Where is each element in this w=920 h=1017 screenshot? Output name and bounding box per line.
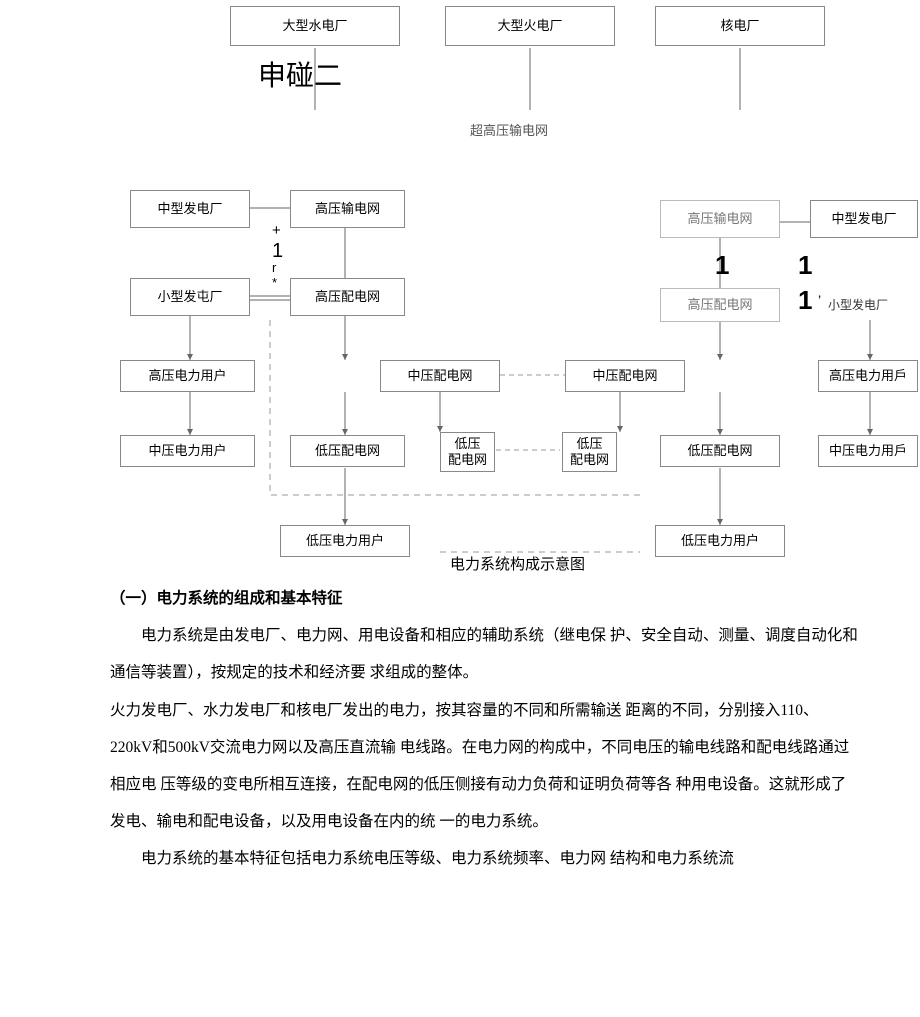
- paragraph-1: 电力系统是由发电厂、电力网、用电设备和相应的辅助系统（继电保 护、安全自动、测量…: [110, 617, 860, 691]
- label: 中压配电网: [407, 368, 472, 384]
- label: 核电厂: [720, 18, 759, 34]
- one-glyph-c: 1: [798, 250, 812, 281]
- box-lv-user-left: 低压电力用户: [280, 525, 410, 557]
- label: 低压 配电网: [448, 436, 487, 467]
- box-mv-user-left: 中压电力用户: [120, 435, 255, 467]
- power-system-diagram: 大型水电厂 大型火电厂 核电厂 申碰二 超高压输电网 中型发电厂 高压输电网 高…: [0, 0, 920, 570]
- label: 低压电力用户: [681, 533, 759, 549]
- one-glyph-b: 1: [715, 250, 729, 281]
- box-lv-dist-3: 低压 配电网: [562, 432, 617, 472]
- label: 低压配电网: [315, 443, 380, 459]
- star-glyph: *: [272, 275, 277, 290]
- section-heading: （一）电力系统的组成和基本特征: [110, 580, 860, 617]
- label: 中压配电网: [592, 368, 657, 384]
- ehv-label: 超高压输电网: [470, 120, 548, 139]
- box-mid-gen-right: 中型发电厂: [810, 200, 918, 238]
- label: 中型发电厂: [831, 211, 896, 227]
- label: 高压输电网: [687, 211, 752, 227]
- body-text: （一）电力系统的组成和基本特征 电力系统是由发电厂、电力网、用电设备和相应的辅助…: [0, 570, 920, 898]
- box-small-gen-left: 小型发屯厂: [130, 278, 250, 316]
- label: 低压配电网: [687, 443, 752, 459]
- box-nuclear: 核电厂: [655, 6, 825, 46]
- label: 高压输电网: [315, 201, 380, 217]
- box-hv-user-left: 高压电力用户: [120, 360, 255, 392]
- box-hv-user-right: 高压电力用戶: [818, 360, 918, 392]
- paragraph-2: 火力发电厂、水力发电厂和核电厂发出的电力，按其容量的不同和所需输送 距离的不同，…: [110, 692, 860, 841]
- label: 低压 配电网: [570, 436, 609, 467]
- label: 中压电力用户: [148, 443, 226, 459]
- box-lv-dist-4: 低压配电网: [660, 435, 780, 467]
- plus-glyph: +: [272, 222, 281, 239]
- label: 高压配电网: [315, 289, 380, 305]
- box-lv-user-right: 低压电力用户: [655, 525, 785, 557]
- label: 中压电力用戶: [829, 443, 907, 459]
- box-small-gen-right: 小型发电厂: [828, 296, 888, 313]
- label: 高压电力用户: [148, 368, 226, 384]
- box-mv-user-right: 中压电力用戶: [818, 435, 918, 467]
- box-mid-gen-left: 中型发电厂: [130, 190, 250, 228]
- big-label: 申碰二: [258, 54, 342, 94]
- box-lv-dist-1: 低压配电网: [290, 435, 405, 467]
- label: 高压配电网: [687, 297, 752, 313]
- label: 大型火电厂: [497, 18, 562, 34]
- box-mv-dist-1: 中压配电网: [380, 360, 500, 392]
- label: 中型发电厂: [157, 201, 222, 217]
- label: 小型发屯厂: [157, 289, 222, 305]
- box-hv-trans-left: 高压输电网: [290, 190, 405, 228]
- diagram-caption: 电力系统构成示意图: [450, 553, 585, 574]
- label: 低压电力用户: [306, 533, 384, 549]
- box-hv-dist-left: 高压配电网: [290, 278, 405, 316]
- box-large-thermal: 大型火电厂: [445, 6, 615, 46]
- one-glyph-d: 1: [798, 285, 812, 316]
- apos-glyph: ’: [818, 292, 821, 308]
- box-lv-dist-2: 低压 配电网: [440, 432, 495, 472]
- r-glyph: r: [272, 260, 276, 275]
- box-hv-dist-right: 高压配电网: [660, 288, 780, 322]
- label: 高压电力用戶: [829, 368, 907, 384]
- label: 大型水电厂: [282, 18, 347, 34]
- box-mv-dist-2: 中压配电网: [565, 360, 685, 392]
- box-hv-trans-right: 高压输电网: [660, 200, 780, 238]
- box-large-hydro: 大型水电厂: [230, 6, 400, 46]
- paragraph-3: 电力系统的基本特征包括电力系统电压等级、电力系统频率、电力网 结构和电力系统流: [110, 840, 860, 877]
